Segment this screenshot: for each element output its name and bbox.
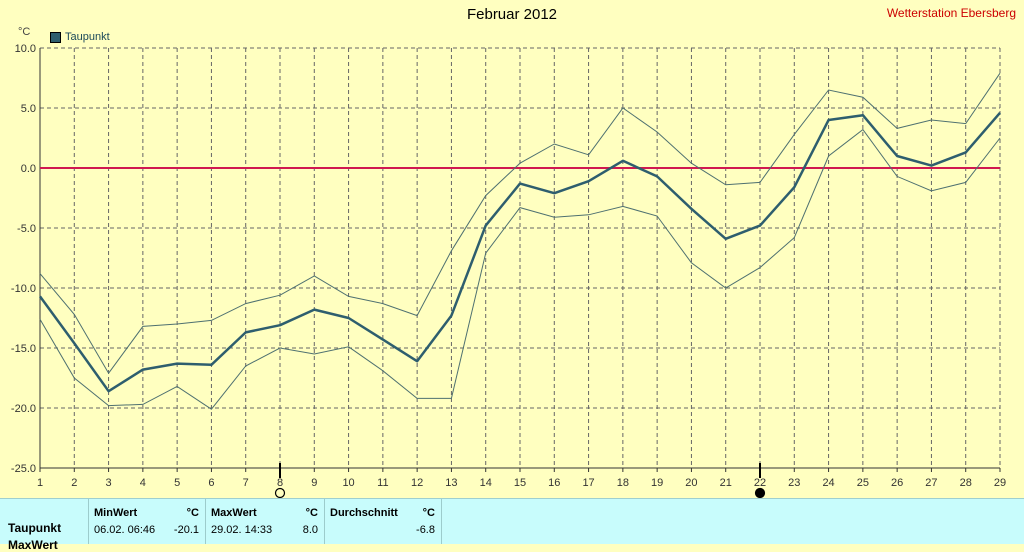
x-tick-label: 27 [925,477,937,489]
y-tick-label: 0.0 [21,163,36,175]
x-tick-label: 21 [720,477,732,489]
y-tick-label: -20.0 [11,403,36,415]
series-line [38,111,1001,393]
x-tick-label: 14 [480,477,492,489]
x-tick-label: 3 [106,477,112,489]
min-datetime: 06.02. 06:46 [94,524,156,536]
chart-title: Februar 2012 [466,6,558,23]
x-tick-label: 1 [37,477,43,489]
y-tick-label: 10.0 [15,43,36,55]
markers [274,463,766,498]
avg-unit: °C [422,507,435,519]
y-tick-label: -15.0 [11,343,36,355]
max-unit: °C [305,507,318,519]
stats-row-label: Taupunkt [8,521,62,535]
band-lines [39,72,1001,410]
stats-next-row-label: MaxWert [8,538,58,552]
marker-open [274,487,286,498]
series-line-lower [39,128,1001,410]
stats-panel: Taupunkt MaxWert MinWert °C 06.02. 06:46… [0,498,1024,552]
x-tick-label: 26 [891,477,903,489]
series-line-upper [39,72,1001,375]
y-tick-label: -25.0 [11,463,36,475]
x-tick-label: 25 [857,477,869,489]
y-unit-label: °C [18,26,31,38]
legend-swatch [50,31,61,43]
axes [39,48,1001,472]
x-tick-label: 23 [788,477,800,489]
grid [39,47,1001,469]
min-unit: °C [186,507,199,519]
x-tick-label: 4 [140,477,146,489]
tick-labels: 10.05.00.0-5.0-10.0-15.0-20.0-25.01 2 3 4 5 6… [11,43,1006,489]
x-tick-label: 6 [208,477,214,489]
chart: 10.05.00.0-5.0-10.0-15.0-20.0-25.01 2 3 4 5 6… [11,43,1006,498]
x-tick-label: 10 [342,477,354,489]
x-tick-label: 17 [582,477,594,489]
x-tick-label: 18 [617,477,629,489]
x-tick-label: 20 [685,477,697,489]
x-tick-label: 22 [754,477,766,489]
stats-avg-cell: Durchschnitt °C -6.8 [324,499,442,544]
y-tick-label: 5.0 [21,103,36,115]
avg-value: -6.8 [416,524,435,536]
legend: Taupunkt [50,31,110,43]
max-header: MaxWert [211,507,257,519]
x-tick-label: 15 [514,477,526,489]
x-tick-label: 19 [651,477,663,489]
station-name: Wetterstation Ebersberg [886,6,1016,20]
x-tick-label: 11 [377,477,388,489]
max-value: 8.0 [302,524,318,536]
x-tick-label: 12 [411,477,423,489]
stats-max-cell: MaxWert °C 29.02. 14:33 8.0 [205,499,325,544]
min-value: -20.1 [173,524,199,536]
series-line-taupunkt [38,111,1001,393]
legend-label: Taupunkt [65,31,110,43]
x-tick-label: 2 [71,477,77,489]
y-tick-label: -5.0 [17,223,36,235]
stats-label-cell: Taupunkt MaxWert [0,499,89,552]
max-datetime: 29.02. 14:33 [211,524,273,536]
x-tick-label: 16 [548,477,560,489]
y-tick-label: -10.0 [11,283,36,295]
avg-header: Durchschnitt [330,507,398,519]
min-header: MinWert [94,507,138,519]
stats-min-cell: MinWert °C 06.02. 06:46 -20.1 [88,499,206,544]
marker-filled [754,487,766,498]
x-tick-label: 13 [445,477,457,489]
x-tick-label: 7 [243,477,249,489]
x-tick-label: 5 [174,477,180,489]
x-tick-label: 8 [277,477,283,489]
x-tick-label: 24 [822,477,834,489]
x-tick-label: 9 [311,477,317,489]
x-tick-label: 29 [994,477,1006,489]
x-tick-label: 28 [960,477,972,489]
